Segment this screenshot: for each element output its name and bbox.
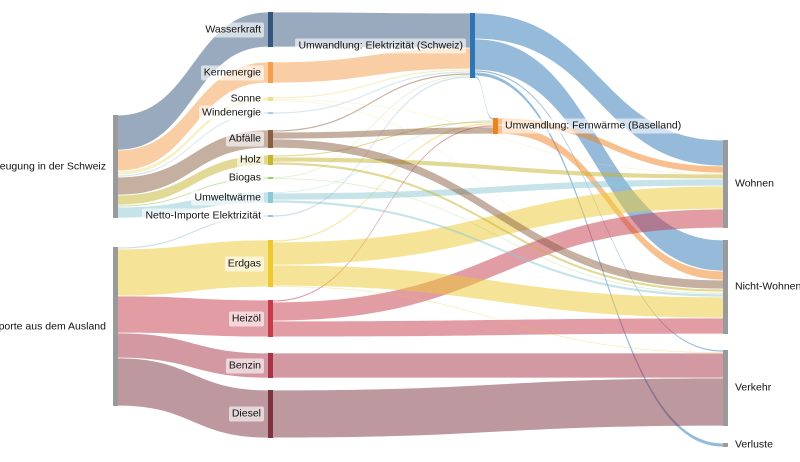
flow-holz-to-fernwaerme[interactable]	[273, 121, 493, 157]
flow-heizoel-to-wohnen[interactable]	[273, 209, 723, 321]
node-netto_importe[interactable]	[268, 215, 273, 217]
flow-erdgas-to-fernwaerme[interactable]	[273, 123, 493, 242]
node-erdgas[interactable]	[268, 240, 273, 287]
flow-sonne-to-nicht_wohnen[interactable]	[273, 100, 723, 293]
flow-holz-to-nicht_wohnen[interactable]	[273, 162, 723, 292]
flow-erzeugung-to-holz[interactable]	[118, 155, 268, 205]
flow-heizoel-to-nicht_wohnen[interactable]	[273, 318, 723, 337]
flow-erdgas-to-nicht_wohnen[interactable]	[273, 265, 723, 318]
flow-netto_importe-to-elektrizitaet[interactable]	[273, 76, 470, 217]
node-elektrizitaet[interactable]	[470, 13, 475, 78]
flow-erzeugung-to-wasserkraft[interactable]	[118, 12, 268, 150]
node-label-windenergie: Windenergie	[199, 105, 264, 121]
node-label-erzeugung: Erzeugung in der Schweiz	[0, 159, 109, 174]
flow-elektrizitaet-to-nicht_wohnen[interactable]	[475, 39, 723, 271]
node-label-importe: Importe aus dem Ausland	[0, 319, 109, 334]
node-label-diesel: Diesel	[228, 406, 264, 422]
node-label-heizoel: Heizöl	[228, 311, 264, 326]
node-benzin[interactable]	[268, 353, 273, 378]
node-label-benzin: Benzin	[225, 358, 264, 373]
node-heizoel[interactable]	[268, 300, 273, 337]
flow-biogas-to-nicht_wohnen[interactable]	[273, 178, 723, 294]
node-label-abfaelle: Abfälle	[225, 131, 264, 147]
node-abfaelle[interactable]	[268, 130, 273, 148]
flow-elektrizitaet-to-fernwaerme[interactable]	[475, 76, 493, 120]
node-label-netto_importe: Netto-Importe Elektrizität	[142, 208, 264, 224]
flow-biogas-to-elektrizitaet[interactable]	[273, 75, 470, 178]
flow-elektrizitaet-to-verluste[interactable]	[475, 72, 723, 447]
node-wohnen[interactable]	[723, 140, 728, 228]
node-verkehr[interactable]	[723, 350, 728, 426]
node-label-verkehr: Verkehr	[732, 380, 775, 396]
flow-benzin-to-verkehr[interactable]	[273, 353, 723, 378]
node-verluste[interactable]	[723, 443, 728, 447]
node-umweltwaerme[interactable]	[268, 192, 273, 203]
flow-umweltwaerme-to-wohnen[interactable]	[273, 179, 723, 200]
flow-erzeugung-to-sonne[interactable]	[118, 97, 268, 175]
flow-sonne-to-elektrizitaet[interactable]	[273, 69, 470, 99]
node-label-wohnen: Wohnen	[732, 176, 777, 192]
flow-abfaelle-to-nicht_wohnen[interactable]	[273, 139, 723, 289]
flow-erdgas-to-wohnen[interactable]	[273, 186, 723, 265]
flow-erzeugung-to-kernenergie[interactable]	[118, 62, 268, 171]
flow-abfaelle-to-fernwaerme[interactable]	[273, 127, 493, 139]
node-label-umweltwaerme: Umweltwärme	[191, 190, 264, 205]
sankey-links-layer	[118, 12, 723, 447]
flow-heizoel-to-fernwaerme[interactable]	[273, 125, 493, 302]
flow-fernwaerme-to-wohnen[interactable]	[498, 118, 723, 173]
flow-kernenergie-to-elektrizitaet[interactable]	[273, 48, 470, 83]
flow-diesel-to-verkehr[interactable]	[273, 378, 723, 438]
node-label-kernenergie: Kernenergie	[200, 65, 264, 80]
node-label-holz: Holz	[236, 152, 264, 168]
node-label-verluste: Verluste	[732, 437, 776, 453]
node-holz[interactable]	[268, 155, 273, 165]
node-wasserkraft[interactable]	[268, 12, 273, 47]
node-erzeugung[interactable]	[113, 115, 118, 218]
node-label-wasserkraft: Wasserkraft	[202, 22, 264, 37]
node-label-erdgas: Erdgas	[224, 256, 264, 271]
node-label-nicht_wohnen: Nicht-Wohnen	[732, 279, 800, 295]
flow-importe-to-netto_importe[interactable]	[118, 215, 268, 249]
node-sonne[interactable]	[268, 97, 273, 101]
sankey-nodes-layer	[113, 12, 728, 447]
node-biogas[interactable]	[268, 177, 273, 179]
flow-umweltwaerme-to-nicht_wohnen[interactable]	[273, 200, 723, 297]
node-nicht_wohnen[interactable]	[723, 240, 728, 334]
node-diesel[interactable]	[268, 390, 273, 438]
flow-importe-to-heizoel[interactable]	[118, 296, 268, 337]
flow-holz-to-wohnen[interactable]	[273, 157, 723, 179]
node-label-elektrizitaet: Umwandlung: Elektrizität (Schweiz)	[295, 38, 466, 53]
flow-erdgas-to-verkehr[interactable]	[273, 286, 723, 353]
flow-importe-to-erdgas[interactable]	[118, 240, 268, 296]
node-label-fernwaerme: Umwandlung: Fernwärme (Baselland)	[502, 118, 685, 134]
flow-windenergie-to-elektrizitaet[interactable]	[273, 71, 470, 114]
node-label-sonne: Sonne	[227, 91, 264, 107]
node-label-biogas: Biogas	[225, 170, 264, 186]
node-windenergie[interactable]	[268, 112, 273, 114]
flow-abfaelle-to-elektrizitaet[interactable]	[273, 73, 470, 132]
node-fernwaerme[interactable]	[493, 118, 498, 134]
node-importe[interactable]	[113, 247, 118, 406]
flow-erzeugung-to-windenergie[interactable]	[118, 112, 268, 177]
node-kernenergie[interactable]	[268, 62, 273, 83]
flow-sonne-to-wohnen[interactable]	[273, 99, 723, 174]
